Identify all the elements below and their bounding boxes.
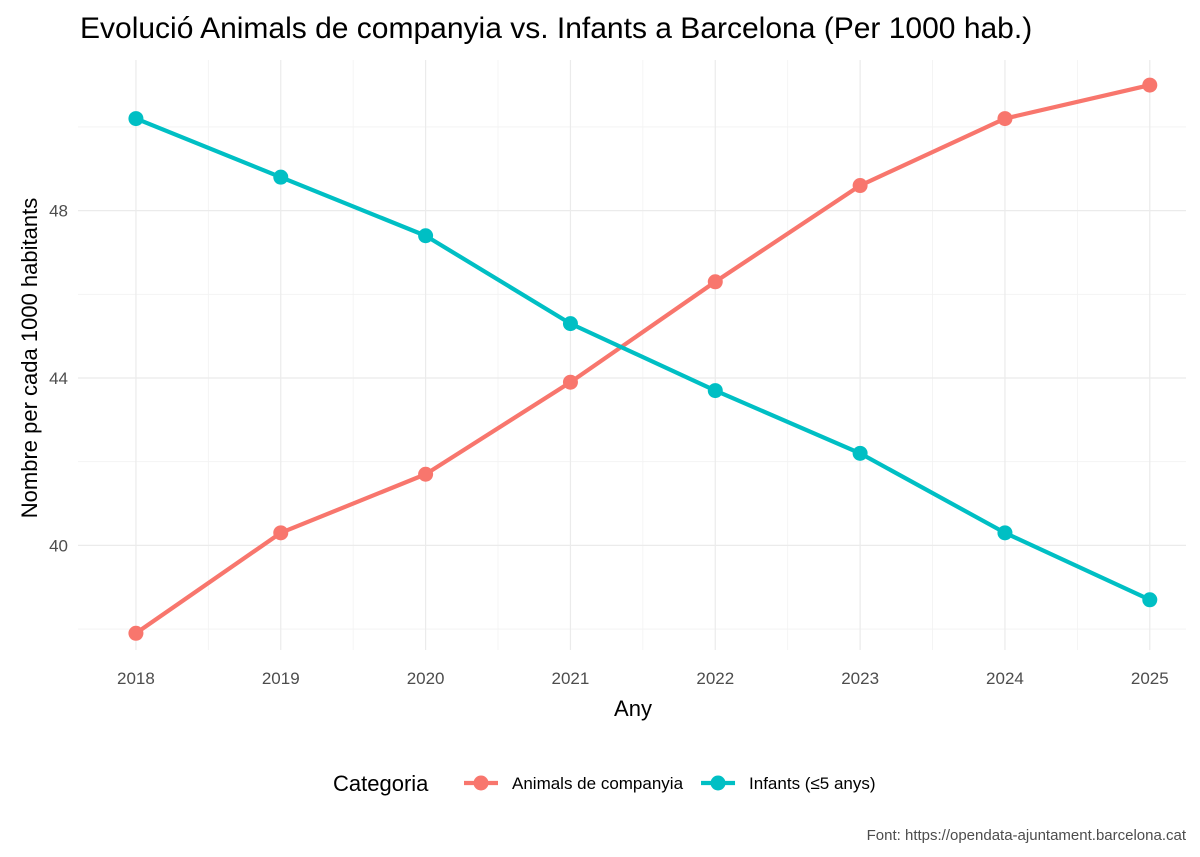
x-tick-label: 2020 [407, 669, 445, 688]
y-axis-title: Nombre per cada 1000 habitants [17, 198, 42, 518]
legend-key-point-infants [710, 775, 726, 791]
legend-label-infants: Infants (≤5 anys) [749, 774, 876, 793]
data-point-animals [562, 374, 578, 390]
x-tick-label: 2018 [117, 669, 155, 688]
data-point-infants [418, 228, 434, 244]
series-group [128, 77, 1158, 641]
y-axis-ticks: 40 44 48 [49, 202, 68, 556]
x-tick-label: 2025 [1131, 669, 1169, 688]
legend-label-animals: Animals de companyia [512, 774, 684, 793]
series-line-infants [133, 116, 1152, 602]
x-tick-label: 2022 [696, 669, 734, 688]
data-point-animals [273, 525, 289, 541]
data-point-infants [852, 445, 868, 461]
grid [78, 60, 1186, 650]
y-tick-label: 40 [49, 536, 68, 555]
data-point-infants [562, 316, 578, 332]
data-point-infants [128, 111, 144, 127]
x-tick-label: 2024 [986, 669, 1024, 688]
data-point-animals [418, 466, 434, 482]
data-point-infants [997, 525, 1013, 541]
x-tick-label: 2019 [262, 669, 300, 688]
chart-title: Evolució Animals de companyia vs. Infant… [80, 12, 1032, 45]
x-axis-title: Any [614, 696, 652, 721]
x-axis-ticks: 2018 2019 2020 2021 2022 2023 2024 2025 [117, 669, 1169, 688]
data-point-animals [1142, 77, 1158, 93]
x-tick-label: 2023 [841, 669, 879, 688]
x-tick-label: 2021 [552, 669, 590, 688]
legend-key-point-animals [473, 775, 489, 791]
legend-title: Categoria [333, 771, 429, 796]
data-point-infants [1142, 592, 1158, 608]
data-point-animals [128, 625, 144, 641]
data-point-animals [997, 111, 1013, 127]
y-tick-label: 44 [49, 369, 68, 388]
caption: Font: https://opendata-ajuntament.barcel… [867, 827, 1187, 844]
data-point-animals [852, 178, 868, 194]
data-point-infants [273, 169, 289, 185]
data-point-animals [707, 274, 723, 290]
data-point-infants [707, 383, 723, 399]
legend: Categoria Animals de companyia Infants (≤… [333, 771, 876, 796]
y-tick-label: 48 [49, 202, 68, 221]
series-line-animals [133, 83, 1152, 636]
